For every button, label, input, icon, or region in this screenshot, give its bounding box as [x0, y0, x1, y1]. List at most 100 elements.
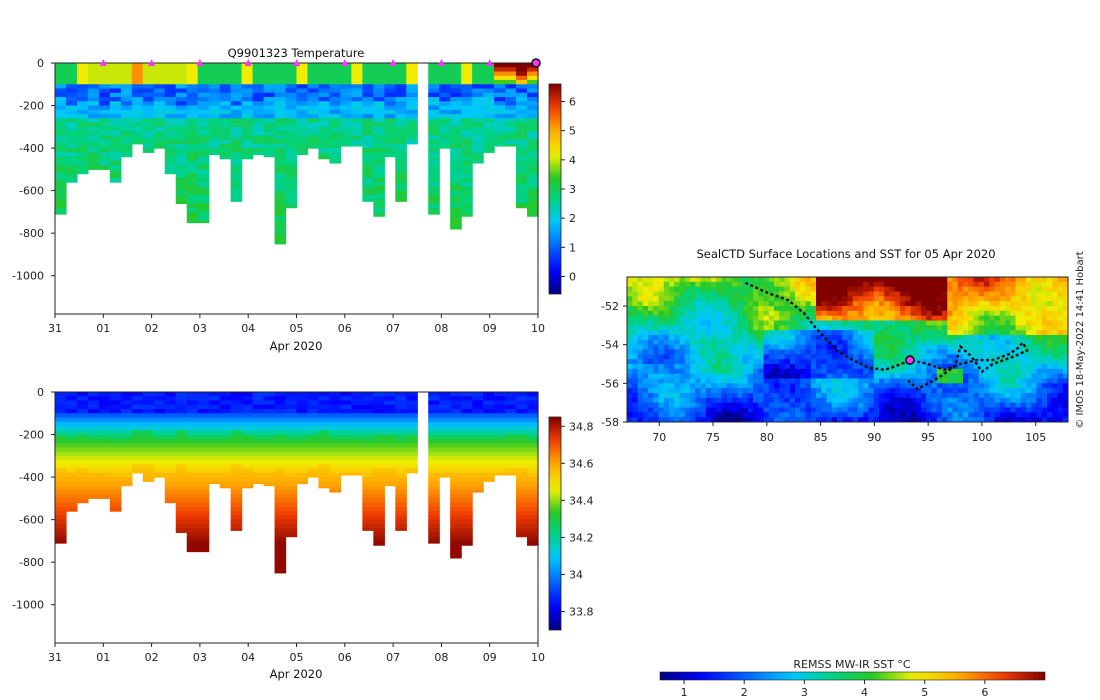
- sst-cell: [1036, 286, 1043, 292]
- heatmap-cell: [76, 135, 89, 141]
- sst-cell: [789, 383, 796, 389]
- sst-cell: [721, 383, 728, 389]
- heatmap-cell: [527, 536, 539, 542]
- sst-cell: [999, 291, 1006, 297]
- heatmap-cell: [472, 430, 484, 436]
- sst-cell: [1052, 397, 1058, 404]
- sst-cell: [642, 339, 649, 346]
- heatmap-cell: [318, 152, 331, 158]
- y-tick-label: 0: [37, 386, 44, 399]
- sst-cell: [826, 393, 833, 399]
- sst-cell: [994, 291, 1001, 297]
- heatmap-cell: [55, 156, 67, 162]
- sst-cell: [1052, 364, 1058, 370]
- sst-cell: [653, 281, 659, 288]
- heatmap-cell: [186, 472, 199, 478]
- heatmap-cell: [274, 515, 287, 521]
- heatmap-cell: [428, 404, 440, 410]
- sst-cell: [826, 373, 833, 379]
- heatmap-cell: [461, 472, 473, 478]
- sst-cell: [674, 364, 680, 370]
- heatmap-cell: [186, 71, 199, 77]
- heatmap-cell: [197, 519, 210, 525]
- heatmap-cell: [362, 109, 374, 115]
- sst-cell: [1005, 412, 1011, 418]
- sst-cell: [863, 373, 869, 379]
- sst-cell: [1026, 306, 1032, 312]
- heatmap-cell: [527, 421, 539, 427]
- sst-cell: [800, 315, 806, 321]
- heatmap-cell: [120, 97, 133, 102]
- sst-cell: [663, 373, 670, 379]
- heatmap-cell: [428, 211, 440, 215]
- sst-cell: [737, 402, 743, 408]
- sst-cell: [963, 368, 969, 375]
- heatmap-cell: [296, 67, 309, 73]
- sst-cell: [1031, 291, 1037, 297]
- heatmap-cell: [395, 148, 407, 153]
- heatmap-cell: [384, 400, 396, 406]
- heatmap-cell: [55, 511, 67, 516]
- heatmap-cell: [494, 404, 506, 410]
- sst-cell: [931, 277, 938, 283]
- sst-cell: [700, 325, 707, 331]
- sst-cell: [789, 310, 796, 317]
- heatmap-cell: [505, 139, 517, 145]
- sst-cell: [795, 412, 801, 418]
- sst-cell: [942, 412, 948, 418]
- heatmap-cell: [175, 528, 188, 533]
- heatmap-cell: [76, 165, 89, 170]
- sst-cell: [684, 335, 691, 341]
- heatmap-cell: [219, 118, 232, 124]
- sst-cell: [915, 364, 922, 370]
- heatmap-cell: [494, 417, 506, 423]
- sst-cell: [737, 344, 743, 350]
- heatmap-cell: [55, 528, 67, 533]
- sst-cell: [795, 281, 801, 288]
- heatmap-cell: [186, 536, 199, 542]
- sst-cell: [957, 301, 964, 307]
- sst-cell: [674, 306, 680, 312]
- heatmap-cell: [285, 148, 298, 153]
- sst-cell: [858, 344, 864, 350]
- heatmap-cell: [109, 404, 122, 410]
- heatmap-cell: [55, 203, 67, 209]
- heatmap-cell: [142, 114, 155, 119]
- heatmap-cell: [208, 409, 221, 414]
- heatmap-cell: [494, 97, 506, 102]
- sst-cell: [1031, 388, 1037, 394]
- heatmap-cell: [175, 404, 188, 410]
- sst-cell: [742, 281, 749, 288]
- heatmap-cell: [472, 413, 484, 419]
- heatmap-cell: [285, 118, 298, 124]
- sst-cell: [894, 296, 901, 302]
- sst-cell: [648, 388, 654, 394]
- heatmap-cell: [296, 451, 309, 457]
- sst-cell: [642, 407, 649, 413]
- sst-cell: [889, 373, 896, 379]
- sst-cell: [1015, 335, 1022, 341]
- sst-cell: [826, 291, 833, 297]
- sst-cell: [627, 388, 633, 394]
- heatmap-cell: [109, 156, 122, 162]
- sst-cell: [842, 354, 848, 360]
- sst-cell: [669, 339, 675, 346]
- sst-cell: [726, 354, 733, 360]
- sst-cell: [1020, 310, 1027, 317]
- sst-cell: [663, 335, 670, 341]
- heatmap-cell: [120, 88, 133, 94]
- heatmap-cell: [252, 143, 265, 149]
- heatmap-cell: [285, 131, 298, 136]
- heatmap-cell: [483, 126, 495, 132]
- heatmap-cell: [472, 75, 484, 81]
- sst-cell: [758, 417, 764, 423]
- sst-cell: [732, 277, 738, 283]
- sst-cell: [805, 301, 812, 307]
- sst-cell: [632, 281, 638, 288]
- sst-cell: [810, 325, 817, 331]
- sst-cell: [1026, 315, 1032, 321]
- heatmap-cell: [483, 477, 495, 482]
- heatmap-cell: [439, 109, 451, 115]
- heatmap-cell: [109, 421, 122, 427]
- sst-cell: [984, 286, 990, 292]
